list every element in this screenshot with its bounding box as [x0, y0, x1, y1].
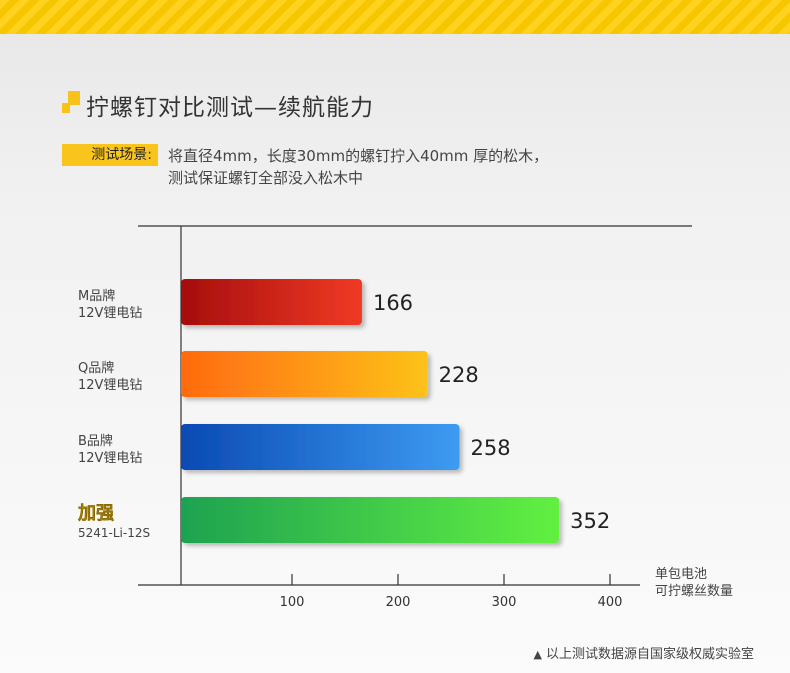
- footnote-text: 以上测试数据源自国家级权威实验室: [545, 647, 754, 662]
- top-stripe-banner: [0, 0, 790, 34]
- category-label-2-line-2: 12V锂电钻: [78, 451, 142, 466]
- footnote: ▲ 以上测试数据源自国家级权威实验室: [534, 643, 754, 662]
- triangle-up-icon: ▲: [533, 648, 542, 661]
- x-tick-label-400: 400: [598, 595, 623, 610]
- x-axis-label-line-2: 可拧螺丝数量: [655, 584, 733, 599]
- category-label-1-line-1: Q品牌: [78, 360, 114, 376]
- bar-1: [181, 351, 428, 397]
- category-label-3-line-2: 5241-Li-12S: [78, 526, 150, 540]
- jq-logo-text: 加强: [77, 503, 114, 524]
- bar-3: [181, 497, 560, 543]
- scene-description-line-2: 测试保证螺钉全部没入松木中: [168, 169, 364, 187]
- category-label-2-line-1: B品牌: [78, 433, 113, 449]
- bar-2: [181, 424, 460, 470]
- x-axis-label-line-1: 单包电池: [655, 567, 707, 582]
- bar-value-label-1: 228: [439, 363, 479, 387]
- category-label-1-line-2: 12V锂电钻: [78, 378, 142, 393]
- scene-description-line-1: 将直径4mm，长度30mm的螺钉拧入40mm 厚的松木，: [168, 147, 549, 165]
- scene-tag: 测试场景:: [62, 144, 158, 166]
- category-label-0-line-2: 12V锂电钻: [78, 306, 142, 321]
- page-title: 拧螺钉对比测试—续航能力: [86, 95, 374, 121]
- title-square-icon: [62, 91, 80, 113]
- category-label-0-line-1: M品牌: [78, 288, 115, 304]
- bar-value-label-0: 166: [373, 291, 413, 315]
- x-tick-label-100: 100: [280, 595, 305, 610]
- bar-0: [181, 279, 362, 325]
- bar-value-label-3: 352: [570, 509, 610, 533]
- x-tick-label-300: 300: [492, 595, 517, 610]
- bar-value-label-2: 258: [470, 436, 510, 460]
- x-tick-label-200: 200: [386, 595, 411, 610]
- jq-logo-mark: 加强: [77, 503, 114, 524]
